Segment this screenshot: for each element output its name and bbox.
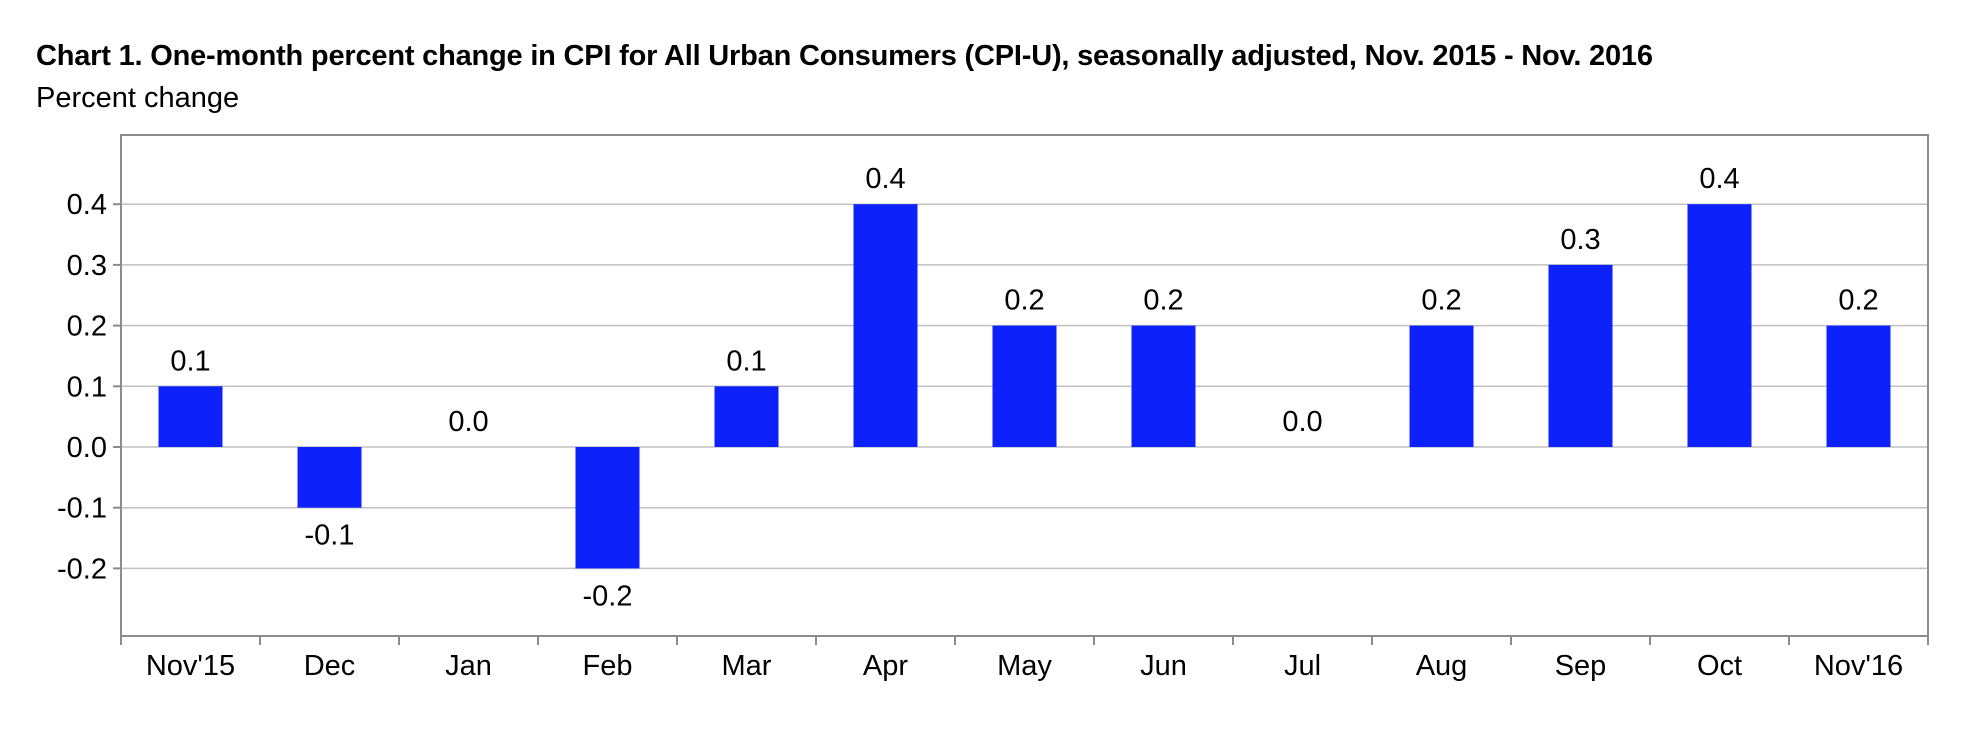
- bar-nov16: [1826, 325, 1891, 447]
- y-axis-title: Percent change: [36, 82, 240, 114]
- x-tick-label: Feb: [583, 650, 633, 682]
- data-label: -0.2: [583, 580, 633, 612]
- x-tick-label: Apr: [863, 650, 908, 682]
- data-label: 0.2: [1143, 285, 1183, 317]
- data-label: 0.1: [170, 345, 210, 377]
- data-label: 0.2: [1838, 285, 1878, 317]
- x-tick-label: Dec: [304, 650, 356, 682]
- y-axis-ticks: 0.4 0.3 0.2 0.1 0.0 -0.1 -0.2: [57, 189, 121, 585]
- y-tick-label: -0.1: [57, 493, 107, 525]
- x-tick-label: Mar: [722, 650, 772, 682]
- x-tick-label: Aug: [1416, 650, 1468, 682]
- data-label: 0.1: [726, 345, 766, 377]
- bars: [158, 204, 1891, 569]
- data-label: 0.4: [1699, 163, 1739, 195]
- y-tick-label: 0.0: [67, 432, 107, 464]
- data-label: 0.3: [1560, 224, 1600, 256]
- bar-jun: [1131, 325, 1196, 447]
- x-tick-label: Sep: [1555, 650, 1607, 682]
- data-label: 0.4: [865, 163, 905, 195]
- bar-dec: [297, 447, 362, 508]
- data-label: 0.2: [1004, 285, 1044, 317]
- x-tick-label: Nov'15: [146, 650, 235, 682]
- y-tick-label: 0.1: [67, 371, 107, 403]
- bar-sep: [1548, 264, 1613, 447]
- x-tick-label: May: [997, 650, 1052, 682]
- y-tick-label: -0.2: [57, 553, 107, 585]
- chart-title: Chart 1. One-month percent change in CPI…: [36, 40, 1653, 72]
- x-tick-label: Jul: [1284, 650, 1321, 682]
- bar-apr: [853, 204, 918, 447]
- bar-aug: [1409, 325, 1474, 447]
- bar-oct: [1687, 204, 1752, 447]
- bar-nov15: [158, 386, 223, 447]
- data-label: 0.0: [448, 406, 488, 438]
- y-tick-label: 0.3: [67, 250, 107, 282]
- data-label: 0.0: [1282, 406, 1322, 438]
- y-tick-label: 0.2: [67, 311, 107, 343]
- x-tick-label: Nov'16: [1814, 650, 1903, 682]
- x-tick-label: Jan: [445, 650, 492, 682]
- bar-may: [992, 325, 1057, 447]
- data-label: 0.2: [1421, 285, 1461, 317]
- bar-mar: [714, 386, 779, 447]
- y-tick-label: 0.4: [67, 189, 107, 221]
- x-axis-ticks: Nov'15 Dec Jan Feb Mar Apr May Jun Jul Aug Sep Oct N…: [120, 636, 1929, 682]
- data-labels: 0.1 -0.1 0.0 -0.2 0.1 0.4 0.2 0.2 0.0 0.2 0.3 0.4 0.…: [170, 163, 1878, 612]
- data-label: -0.1: [305, 520, 355, 552]
- x-tick-label: Oct: [1697, 650, 1742, 682]
- bar-feb: [575, 447, 640, 569]
- x-tick-label: Jun: [1140, 650, 1187, 682]
